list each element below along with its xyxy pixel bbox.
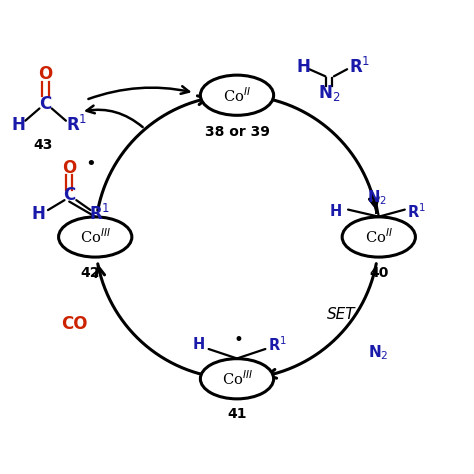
Text: 38 or 39: 38 or 39 <box>205 125 269 138</box>
Text: O: O <box>62 159 76 177</box>
Text: 43: 43 <box>34 138 53 152</box>
Text: H: H <box>193 337 205 352</box>
Ellipse shape <box>342 217 415 257</box>
Text: R$^1$: R$^1$ <box>89 204 110 224</box>
Text: R$^1$: R$^1$ <box>349 57 371 77</box>
Text: N$_2$: N$_2$ <box>318 83 340 103</box>
Text: SET: SET <box>327 308 356 322</box>
Text: •: • <box>85 155 96 173</box>
Text: H: H <box>32 205 46 223</box>
Text: O: O <box>38 65 53 83</box>
Text: H: H <box>296 58 310 76</box>
Text: N$_2$: N$_2$ <box>366 189 386 207</box>
Text: CO: CO <box>61 315 87 333</box>
Text: •: • <box>234 331 243 349</box>
Text: R$^1$: R$^1$ <box>268 336 287 354</box>
Text: 41: 41 <box>227 407 247 421</box>
Text: Co$^{III}$: Co$^{III}$ <box>80 228 111 246</box>
Text: C: C <box>63 186 75 204</box>
Text: 42: 42 <box>81 266 100 280</box>
Text: C: C <box>39 95 52 113</box>
Text: Co$^{II}$: Co$^{II}$ <box>223 86 251 105</box>
Ellipse shape <box>201 359 273 399</box>
Text: H: H <box>11 116 25 134</box>
Text: N$_2$: N$_2$ <box>368 344 389 362</box>
Text: 40: 40 <box>369 266 389 280</box>
Text: Co$^{II}$: Co$^{II}$ <box>365 228 393 246</box>
Text: R$^1$: R$^1$ <box>407 202 426 221</box>
Ellipse shape <box>201 75 273 115</box>
Text: H: H <box>330 204 342 219</box>
Ellipse shape <box>59 217 132 257</box>
Text: R$^1$: R$^1$ <box>65 114 87 135</box>
Text: Co$^{III}$: Co$^{III}$ <box>221 369 253 388</box>
